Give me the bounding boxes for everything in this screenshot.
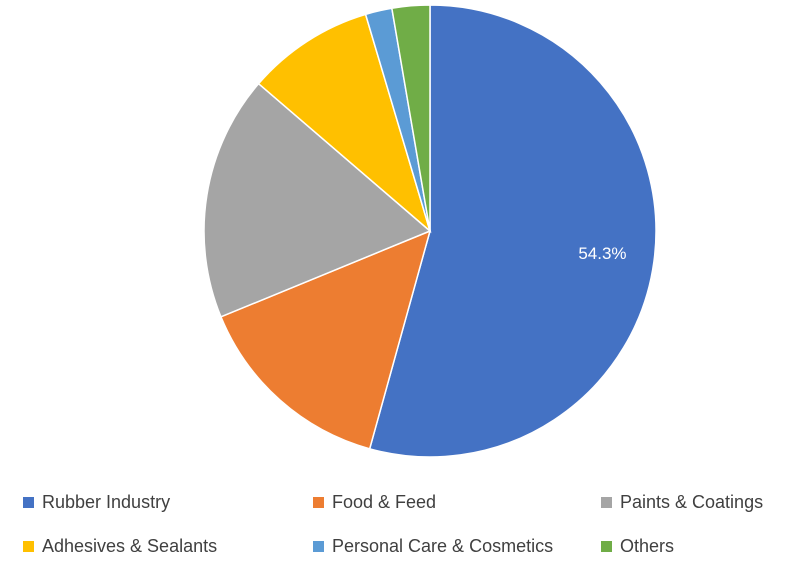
legend-swatch bbox=[23, 540, 34, 552]
legend-label: Adhesives & Sealants bbox=[42, 535, 218, 556]
legend-swatch bbox=[601, 496, 612, 508]
legend: Rubber Industry Food & Feed Paints & Coati… bbox=[0, 485, 800, 566]
legend-item: Paints & Coatings bbox=[601, 490, 763, 514]
legend-item: Rubber Industry bbox=[23, 490, 170, 514]
pie-slice-2 bbox=[203, 82, 432, 318]
legend-label: Others bbox=[620, 535, 675, 556]
legend-swatch bbox=[23, 496, 34, 508]
pie-slice-3 bbox=[257, 13, 432, 234]
pie-slice-1 bbox=[219, 229, 432, 450]
legend-item: Personal Care & Cosmetics bbox=[313, 534, 553, 558]
pie-slice-5 bbox=[390, 4, 431, 232]
pie-slice-0 bbox=[368, 4, 657, 458]
legend-label: Food & Feed bbox=[332, 491, 437, 512]
legend-label: Personal Care & Cosmetics bbox=[332, 535, 554, 556]
legend-item: Adhesives & Sealants bbox=[23, 534, 217, 558]
pie-chart: 54.3% bbox=[203, 4, 657, 458]
legend-swatch bbox=[313, 496, 324, 508]
legend-swatch bbox=[313, 540, 324, 552]
legend-label: Rubber Industry bbox=[42, 491, 171, 512]
legend-item: Food & Feed bbox=[313, 490, 436, 514]
legend-label: Paints & Coatings bbox=[620, 491, 764, 512]
legend-swatch bbox=[601, 540, 612, 552]
legend-item: Others bbox=[601, 534, 674, 558]
slice-data-label: 54.3% bbox=[578, 244, 626, 263]
